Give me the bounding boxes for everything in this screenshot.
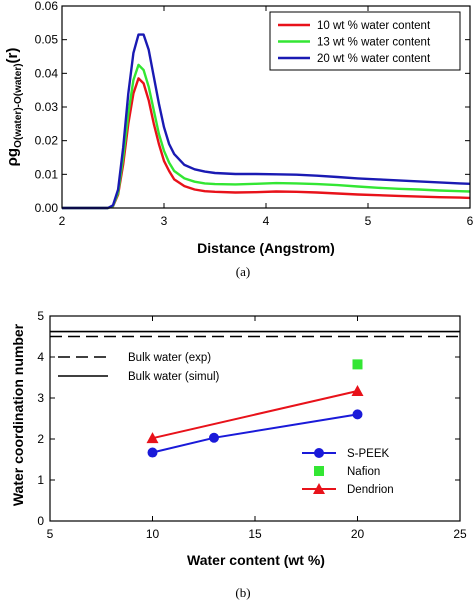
legend-marker-2 [314, 466, 324, 476]
y-tick-label: 0.04 [35, 66, 59, 80]
series-line-1 [62, 77, 471, 210]
x-tick-label: 20 [351, 527, 365, 541]
data-point-nafion [352, 359, 363, 370]
legend-label-3: 20 wt % water content [317, 53, 431, 65]
panel-b-reference-legend: Bulk water (exp) Bulk water (simul) [58, 352, 220, 383]
x-tick-label: 2 [59, 214, 66, 228]
panel-b-y-axis-label: Water coordination number [10, 323, 26, 506]
y-tick-label: 3 [37, 391, 44, 405]
panel-b-axes-frame [49, 315, 461, 522]
panel-b-reference-lines [50, 330, 460, 338]
y-tick-label: 0.00 [35, 201, 59, 215]
y-tick-label: 0.01 [35, 167, 59, 181]
panel-a-y-ticks: 0.00 0.01 0.02 0.03 0.04 0.05 0.06 [35, 0, 470, 215]
series-line-2 [62, 63, 471, 210]
panel-b-series-legend: S-PEEK Nafion Dendrion [302, 448, 394, 496]
data-point-s-peek [352, 409, 363, 420]
panel-b-caption: (b) [235, 585, 250, 600]
panel-a-axes-frame [61, 5, 471, 209]
panel-a-y-axis-label-sub: O(water)-O(water) [13, 63, 24, 147]
panel-a-x-axis-label: Distance (Angstrom) [197, 240, 335, 256]
panel-a-caption: (a) [236, 264, 250, 279]
data-point-dendrion [351, 385, 364, 397]
panel-a-rdf-chart: 2 3 4 5 6 0.00 0.01 0.02 0.03 0.04 0.05 0.06 10 wt… [4, 0, 474, 279]
x-tick-label: 5 [365, 214, 372, 228]
panel-a-y-axis-label-main: ρg [4, 148, 21, 166]
data-point-dendrion [146, 432, 159, 444]
data-point-s-peek [147, 447, 158, 458]
legend-marker-3 [313, 483, 325, 494]
series-line-s-peek [152, 413, 358, 454]
x-tick-label: 6 [467, 214, 474, 228]
series-line-dendrion [152, 390, 358, 440]
panel-b-y-ticks: 0 1 2 3 4 5 [37, 309, 460, 528]
legend-label-1: 10 wt % water content [317, 20, 431, 32]
legend-label-2: Nafion [347, 466, 380, 478]
panel-b-x-axis-label: Water content (wt %) [187, 552, 325, 568]
y-tick-label: 0.05 [35, 33, 59, 47]
data-point-s-peek [209, 432, 219, 443]
series-line-3 [62, 33, 471, 210]
legend-label-1: S-PEEK [347, 448, 390, 460]
y-tick-label: 0.06 [35, 0, 59, 13]
x-tick-label: 4 [263, 214, 270, 228]
y-tick-label: 0.03 [35, 100, 59, 114]
y-tick-label: 4 [37, 350, 44, 364]
legend-label-3: Dendrion [347, 484, 394, 496]
panel-a-legend: 10 wt % water content 13 wt % water conte… [269, 11, 461, 71]
reference-legend-label-1: Bulk water (exp) [128, 352, 211, 364]
x-tick-label: 3 [161, 214, 168, 228]
y-tick-label: 2 [37, 432, 44, 446]
x-tick-label: 10 [146, 527, 160, 541]
y-tick-label: 0.02 [35, 134, 59, 148]
legend-marker-1 [314, 448, 324, 458]
y-tick-label: 0 [37, 514, 44, 528]
y-tick-label: 1 [37, 473, 44, 487]
legend-label-2: 13 wt % water content [317, 37, 431, 49]
panel-b-x-ticks: 5 10 15 20 25 [47, 316, 467, 541]
reference-legend-label-2: Bulk water (simul) [128, 371, 220, 383]
panel-a-y-axis-label-tail: (r) [4, 48, 21, 64]
x-tick-label: 25 [453, 527, 467, 541]
panel-a-series-group [62, 33, 471, 210]
panel-b-series-group [146, 359, 364, 458]
y-tick-label: 5 [37, 309, 44, 323]
x-tick-label: 5 [47, 527, 54, 541]
panel-a-y-axis-label: ρgO(water)-O(water)(r) [4, 48, 24, 167]
x-tick-label: 15 [248, 527, 262, 541]
